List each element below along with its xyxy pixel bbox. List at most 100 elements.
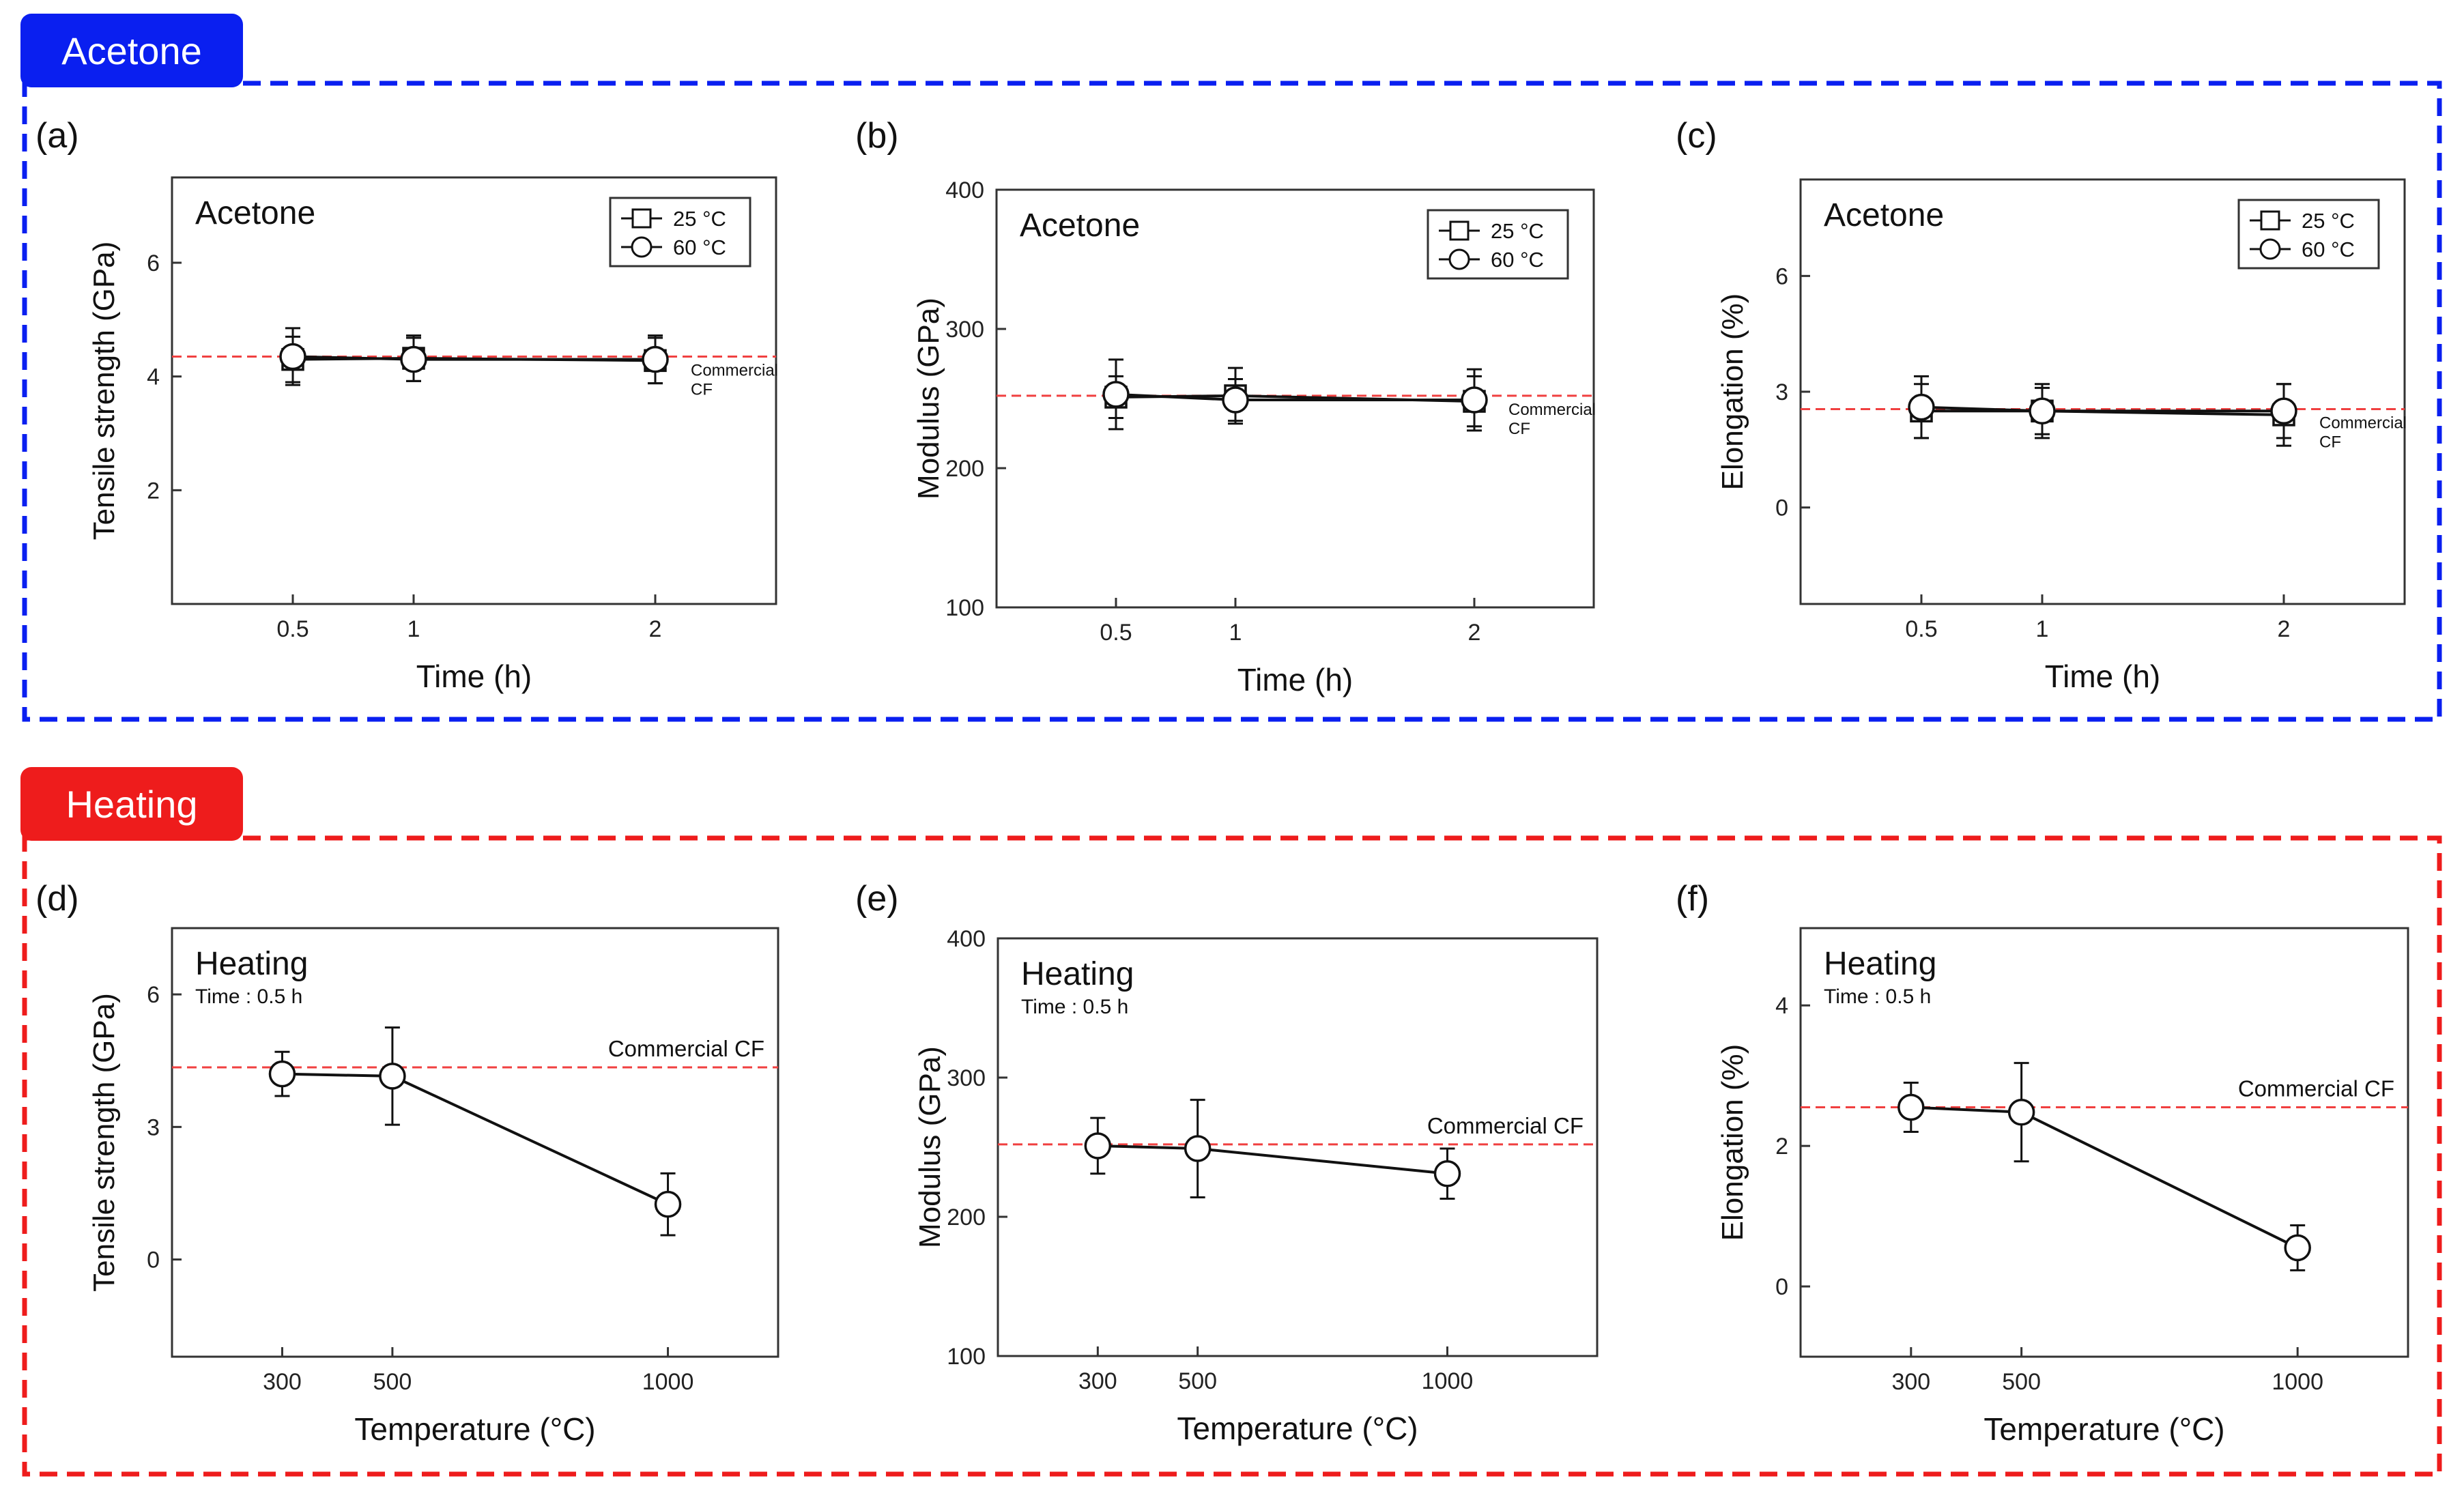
y-axis-title: Tensile strength (GPa): [87, 242, 121, 540]
x-axis-title: Time (h): [1237, 662, 1353, 697]
data-point-circle: [654, 1190, 682, 1218]
y-tick-label: 6: [147, 250, 160, 276]
data-point-circle: [2270, 397, 2297, 425]
legend-square-marker: [2260, 210, 2280, 231]
data-point-circle: [1461, 386, 1488, 414]
data-point-circle: [2029, 397, 2056, 425]
legend-label: 60 °C: [673, 235, 726, 259]
reference-label: Commercial CF: [608, 1036, 764, 1061]
series-1: [1910, 383, 2295, 447]
x-tick-label: 2: [649, 616, 662, 642]
x-tick-label: 0.5: [1100, 620, 1132, 646]
legend-circle-marker: [2259, 238, 2281, 260]
x-axis-title: Temperature (°C): [1177, 1411, 1418, 1446]
legend-circle-marker: [631, 236, 653, 258]
x-tick-label: 2: [2278, 616, 2291, 642]
series-2: [1908, 375, 2297, 439]
y-tick-label: 4: [147, 364, 160, 390]
x-tick-label: 300: [1891, 1369, 1930, 1395]
plot-frame: [171, 176, 777, 605]
data-point-circle: [642, 345, 669, 373]
reference-label: Commercial: [2319, 414, 2407, 432]
chart-title: Acetone: [195, 195, 315, 231]
x-tick-label: 1000: [2272, 1369, 2323, 1395]
reference-label: CF: [691, 381, 713, 399]
chart-panel-3: (c) 0 3 6 0.5 1 2 Time (h) Elongation (%) Acetone…: [1676, 116, 2407, 694]
data-point-circle: [1897, 1093, 1925, 1121]
x-tick-label: 2: [1468, 620, 1481, 646]
y-tick-label: 400: [945, 177, 984, 203]
series-2: [1102, 358, 1488, 432]
heating-section-tab: [20, 767, 243, 841]
y-axis-title: Tensile strength (GPa): [87, 993, 121, 1292]
heating-section-frame: [22, 835, 2442, 1477]
chart-legend: 25 °C 60 °C: [609, 197, 751, 268]
x-tick-label: 300: [1078, 1368, 1117, 1394]
y-tick-label: 4: [1775, 993, 1788, 1019]
series-1: [1084, 1099, 1461, 1200]
y-tick-label: 300: [947, 1065, 986, 1091]
y-tick-label: 100: [947, 1344, 986, 1370]
acetone-section-label: Acetone: [61, 29, 202, 72]
series-2: [279, 327, 669, 386]
legend-label: 25 °C: [2302, 209, 2355, 233]
plot-frame: [997, 937, 1599, 1357]
chart-legend: 25 °C 60 °C: [2237, 199, 2380, 270]
y-tick-label: 0: [1775, 1274, 1788, 1300]
chart-legend: 25 °C 60 °C: [1427, 209, 1569, 280]
data-point-circle: [1433, 1160, 1461, 1187]
legend-circle-marker: [1448, 248, 1470, 270]
x-axis-title: Time (h): [416, 659, 532, 694]
x-tick-label: 500: [1178, 1368, 1217, 1394]
y-tick-label: 3: [147, 1114, 160, 1140]
plot-frame: [1799, 927, 2409, 1358]
chart-subtitle: Time : 0.5 h: [195, 985, 302, 1008]
x-tick-label: 0.5: [1905, 616, 1937, 642]
y-tick-label: 100: [945, 595, 984, 621]
panels-group: (a) 2 4 6 0.5 1 2 Time (h) Tensile strength (GPa…: [35, 116, 2409, 1447]
series-line: [1910, 1106, 2299, 1250]
chart-title: Heating: [1021, 956, 1134, 992]
series-1: [268, 1026, 682, 1237]
x-tick-label: 500: [373, 1369, 412, 1395]
data-point-circle: [1102, 381, 1130, 408]
legend-square-marker: [631, 208, 652, 229]
y-tick-label: 2: [1775, 1134, 1788, 1159]
data-point-circle: [2284, 1234, 2311, 1262]
chart-panel-1: (a) 2 4 6 0.5 1 2 Time (h) Tensile strength (GPa…: [35, 116, 778, 694]
legend-label: 25 °C: [1491, 219, 1544, 243]
reference-label: CF: [1508, 420, 1530, 438]
y-tick-label: 200: [945, 456, 984, 482]
x-tick-label: 500: [2002, 1369, 2041, 1395]
series-line: [1098, 1144, 1448, 1175]
data-point-circle: [279, 343, 306, 371]
chart-panel-4: (d) 0 3 6 300 500 1000 Temperature (°C) Tensile …: [35, 879, 779, 1447]
acetone-section-frame: [22, 81, 2442, 722]
chart-panel-2: (b) 100 200 300 400 0.5 1 2 Time (h) Modulus (GPa…: [855, 116, 1596, 697]
x-tick-label: 0.5: [276, 616, 309, 642]
data-point-circle: [2007, 1098, 2035, 1126]
panel-letter: (e): [855, 879, 899, 919]
y-tick-label: 400: [947, 926, 986, 952]
data-point-circle: [1222, 386, 1249, 414]
data-point-circle: [400, 345, 427, 373]
y-axis-title: Elongation (%): [1716, 293, 1749, 491]
panel-letter: (a): [35, 116, 79, 156]
plot-frame: [995, 188, 1595, 609]
data-point-circle: [1084, 1132, 1112, 1159]
x-axis-title: Temperature (°C): [354, 1411, 595, 1447]
x-axis-title: Time (h): [2045, 659, 2161, 694]
y-tick-label: 300: [945, 317, 984, 343]
data-point-circle: [379, 1063, 406, 1090]
chart-subtitle: Time : 0.5 h: [1021, 996, 1128, 1018]
data-point-circle: [1908, 393, 1935, 421]
acetone-section-tab: [20, 14, 243, 87]
x-tick-label: 1: [2036, 616, 2049, 642]
x-tick-label: 1000: [1422, 1368, 1474, 1394]
chart-title: Heating: [1824, 946, 1936, 982]
data-point-circle: [1184, 1135, 1212, 1162]
plot-frame: [171, 927, 779, 1358]
